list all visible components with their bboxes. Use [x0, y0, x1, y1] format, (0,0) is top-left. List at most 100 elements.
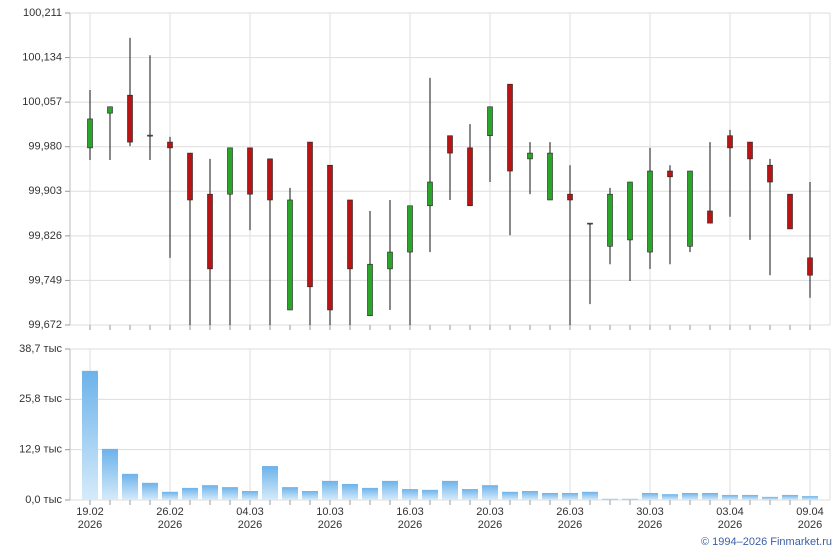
candle-body — [667, 170, 673, 178]
candle-body — [767, 164, 773, 183]
candle-body — [287, 199, 293, 311]
volume-bar — [542, 492, 558, 500]
x-tick-label: 30.03 — [636, 506, 664, 518]
volume-bar — [762, 496, 778, 500]
x-tick-year: 2026 — [78, 519, 102, 531]
volume-bar — [662, 494, 678, 500]
volume-bar — [342, 484, 358, 500]
candle-body — [227, 147, 233, 195]
y-tick-label: 100,134 — [22, 51, 62, 63]
volume-bar — [622, 498, 638, 500]
volume-bar — [502, 491, 518, 500]
x-tick-year: 2026 — [798, 519, 822, 531]
volume-bar — [262, 466, 278, 500]
volume-bar — [102, 448, 118, 500]
x-tick-year: 2026 — [718, 519, 742, 531]
volume-bar — [162, 491, 178, 500]
x-tick-year: 2026 — [558, 519, 582, 531]
volume-bar — [282, 487, 298, 500]
volume-bar — [602, 498, 618, 500]
candle-body — [307, 141, 313, 288]
volume-bar — [242, 491, 258, 500]
candle-body — [327, 164, 333, 311]
volume-bar — [742, 494, 758, 500]
candle-body — [347, 199, 353, 270]
volume-bar — [182, 487, 198, 500]
volume-bar — [802, 496, 818, 500]
y-tick-label: 99,672 — [28, 319, 62, 331]
volume-bar — [122, 473, 138, 500]
x-tick-year: 2026 — [478, 519, 502, 531]
volume-bar — [302, 491, 318, 500]
candle-body — [527, 152, 533, 160]
candle-body — [447, 135, 453, 154]
volume-bar — [202, 485, 218, 500]
volume-bar — [142, 482, 158, 500]
x-tick-label: 10.03 — [316, 506, 344, 518]
volume-bar — [482, 485, 498, 500]
candle-body — [127, 94, 133, 143]
x-tick-year: 2026 — [158, 519, 182, 531]
candle-body — [367, 263, 373, 317]
candle-body — [747, 141, 753, 160]
candle-body — [147, 134, 153, 137]
candle-body — [787, 193, 793, 230]
candle-body — [167, 141, 173, 149]
candle-body — [727, 135, 733, 149]
candle-body — [587, 222, 593, 225]
candle-body — [427, 181, 433, 207]
x-tick-label: 16.03 — [396, 506, 424, 518]
y-tick-label: 100,057 — [22, 96, 62, 108]
volume-bar — [82, 370, 98, 500]
volume-bar — [222, 487, 238, 500]
volume-bar — [722, 494, 738, 500]
candle-body — [807, 257, 813, 276]
candle-body — [467, 147, 473, 207]
candle-body — [607, 193, 613, 247]
y-tick-label: 99,903 — [28, 185, 62, 197]
candle-body — [707, 210, 713, 224]
candle-body — [407, 205, 413, 253]
candle-body — [387, 251, 393, 270]
volume-bar — [582, 491, 598, 500]
x-tick-label: 26.03 — [556, 506, 584, 518]
y-tick-label: 12,9 тыс — [19, 444, 62, 456]
x-tick-label: 04.03 — [236, 506, 264, 518]
y-tick-label: 38,7 тыс — [19, 343, 62, 355]
candle-body — [547, 152, 553, 201]
y-tick-label: 100,211 — [23, 7, 62, 19]
candle-body — [627, 181, 633, 241]
volume-bar — [422, 489, 438, 500]
volume-bar — [382, 480, 398, 500]
volume-bar — [702, 492, 718, 500]
volume-bar — [402, 489, 418, 500]
volume-bar — [362, 487, 378, 500]
y-tick-label: 0,0 тыс — [25, 494, 62, 506]
x-tick-year: 2026 — [238, 519, 262, 531]
volume-bar — [462, 489, 478, 500]
candle-body — [87, 118, 93, 149]
candle-body — [267, 158, 273, 201]
candle-body — [247, 147, 253, 195]
candle-body — [487, 106, 493, 137]
volume-bar — [562, 492, 578, 500]
x-tick-year: 2026 — [638, 519, 662, 531]
candle-body — [687, 170, 693, 247]
x-tick-label: 20.03 — [476, 506, 504, 518]
volume-bar — [442, 480, 458, 500]
x-tick-label: 09.04 — [796, 506, 824, 518]
x-tick-year: 2026 — [398, 519, 422, 531]
x-tick-label: 26.02 — [156, 506, 184, 518]
x-tick-label: 03.04 — [716, 506, 744, 518]
volume-bar — [322, 480, 338, 500]
candle-body — [187, 152, 193, 201]
candle-body — [207, 193, 213, 270]
y-tick-label: 99,980 — [28, 141, 62, 153]
candle-body — [647, 170, 653, 253]
candle-body — [107, 106, 113, 114]
volume-bar — [522, 491, 538, 500]
candle-body — [507, 83, 513, 172]
candle-body — [567, 193, 573, 201]
x-tick-year: 2026 — [318, 519, 342, 531]
